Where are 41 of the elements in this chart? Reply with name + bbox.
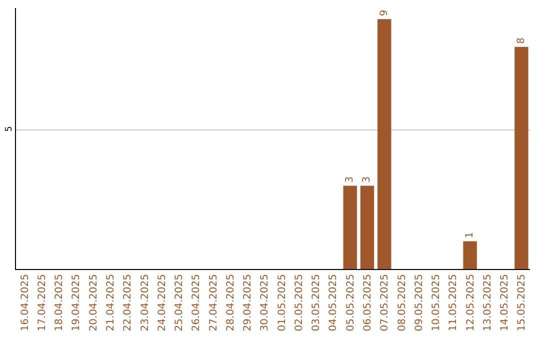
x-tick-label: 07.05.2025 <box>380 274 391 332</box>
x-tick-label: 19.04.2025 <box>71 274 82 332</box>
data-label: 8 <box>516 37 527 44</box>
x-tick-label: 15.05.2025 <box>516 274 528 332</box>
bar <box>463 241 477 269</box>
x-tick-label: 06.05.2025 <box>362 274 374 332</box>
x-tick-label: 14.05.2025 <box>500 274 511 332</box>
data-label: 3 <box>344 176 356 183</box>
x-tick-label: 01.05.2025 <box>276 274 288 332</box>
x-tick-label: 10.05.2025 <box>431 274 442 332</box>
data-label: 1 <box>464 232 476 238</box>
y-tick-label: 5 <box>4 126 14 132</box>
bar <box>514 46 528 269</box>
x-tick-label: 21.04.2025 <box>105 274 116 332</box>
data-label: 3 <box>362 176 373 183</box>
x-tick-label: 08.05.2025 <box>396 274 408 332</box>
x-tick-label: 02.05.2025 <box>294 274 305 332</box>
x-tick-label: 17.04.2025 <box>36 274 48 332</box>
x-tick-label: 12.05.2025 <box>465 274 476 332</box>
data-label: 9 <box>378 10 390 16</box>
x-tick-label: 18.04.2025 <box>54 274 66 332</box>
x-tick-label: 16.04.2025 <box>20 274 31 332</box>
x-tick-label: 28.04.2025 <box>225 274 236 332</box>
x-tick-label: 27.04.2025 <box>208 274 220 332</box>
bar <box>360 186 374 269</box>
bar <box>343 186 357 269</box>
x-tick-label: 20.04.2025 <box>88 274 100 332</box>
x-tick-label: 13.05.2025 <box>482 274 494 332</box>
x-tick-label: 05.05.2025 <box>345 274 356 332</box>
x-tick-label: 30.04.2025 <box>260 274 271 332</box>
x-tick-label: 09.05.2025 <box>414 274 425 332</box>
x-tick-label: 23.04.2025 <box>140 274 151 332</box>
x-tick-label: 11.05.2025 <box>448 274 460 332</box>
x-tick-label: 03.05.2025 <box>311 274 322 332</box>
x-tick-label: 24.04.2025 <box>156 274 168 332</box>
x-tick-label: 22.04.2025 <box>122 274 134 332</box>
x-tick-label: 26.04.2025 <box>191 274 202 332</box>
x-tick-label: 04.05.2025 <box>328 274 340 332</box>
x-tick-label: 29.04.2025 <box>242 274 254 332</box>
x-tick-label: 25.04.2025 <box>174 274 186 332</box>
bar <box>378 19 392 269</box>
